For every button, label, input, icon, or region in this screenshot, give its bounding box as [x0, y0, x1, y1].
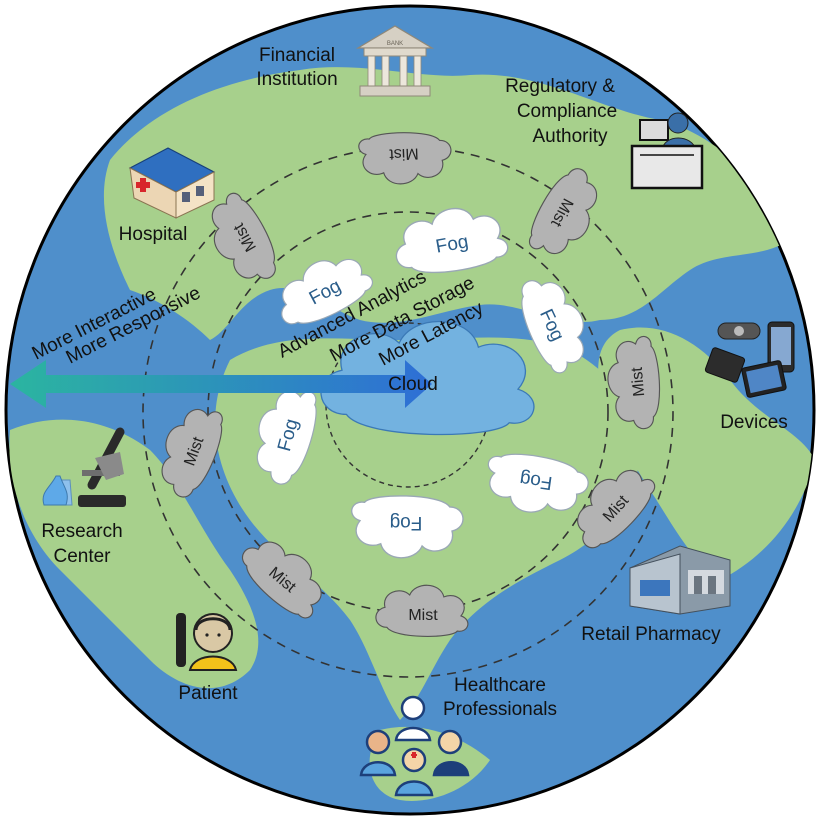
patient-icon: [176, 613, 238, 671]
devices-label: Devices: [720, 412, 788, 433]
fog-node: Fog: [350, 495, 464, 559]
hospital-label: Hospital: [119, 224, 188, 245]
bank-icon: BANK: [355, 25, 435, 97]
mist-node: Mist: [521, 160, 612, 267]
double-arrow: [10, 360, 432, 408]
professionals-label-1: Healthcare: [454, 675, 546, 696]
microscope-icon: [42, 427, 126, 507]
mist-node: Mist: [561, 454, 663, 559]
pharmacy-label: Retail Pharmacy: [581, 624, 721, 645]
mist-node: Mist: [603, 334, 664, 432]
fog-node: Fog: [245, 380, 324, 490]
fog-node: Fog: [266, 242, 379, 337]
hospital-building-icon: [128, 147, 216, 219]
mist-node: Mist: [375, 584, 469, 637]
fog-node: Fog: [509, 266, 600, 379]
medical-staff-icon: [359, 695, 470, 797]
mist-node: Mist: [196, 187, 288, 294]
mist-node-label: Mist: [388, 144, 418, 162]
financial-label-2: Institution: [256, 69, 337, 90]
regulatory-label-1: Regulatory &: [505, 76, 615, 97]
professionals-label-2: Professionals: [443, 699, 557, 720]
regulatory-label-3: Authority: [533, 126, 608, 147]
mobile-devices-icon: [704, 321, 795, 398]
pharmacy-store-icon: [629, 545, 731, 615]
mist-node-label: Mist: [408, 607, 438, 624]
latency-arrow: [10, 360, 432, 408]
fog-node-label: Fog: [518, 468, 553, 493]
mist-node: Mist: [231, 526, 337, 626]
mist-node: Mist: [357, 130, 453, 186]
mist-node: Mist: [149, 398, 230, 504]
landmass-north: [103, 67, 790, 340]
regulatory-label-2: Compliance: [517, 101, 617, 122]
patient-label: Patient: [178, 683, 238, 704]
research-label-2: Center: [53, 546, 111, 567]
bank-sign: BANK: [387, 41, 403, 47]
research-label-1: Research: [41, 521, 122, 542]
cloud-label: Cloud: [388, 374, 438, 395]
fog-node: Fog: [481, 448, 592, 521]
fog-node-label: Fog: [390, 512, 423, 533]
mist-node-label: Mist: [629, 366, 649, 397]
officer-at-desk-icon: [630, 112, 704, 190]
fog-node: Fog: [389, 199, 511, 282]
financial-label-1: Financial: [259, 45, 335, 66]
fog-ring: [207, 211, 609, 613]
landmass-west: [9, 419, 259, 689]
